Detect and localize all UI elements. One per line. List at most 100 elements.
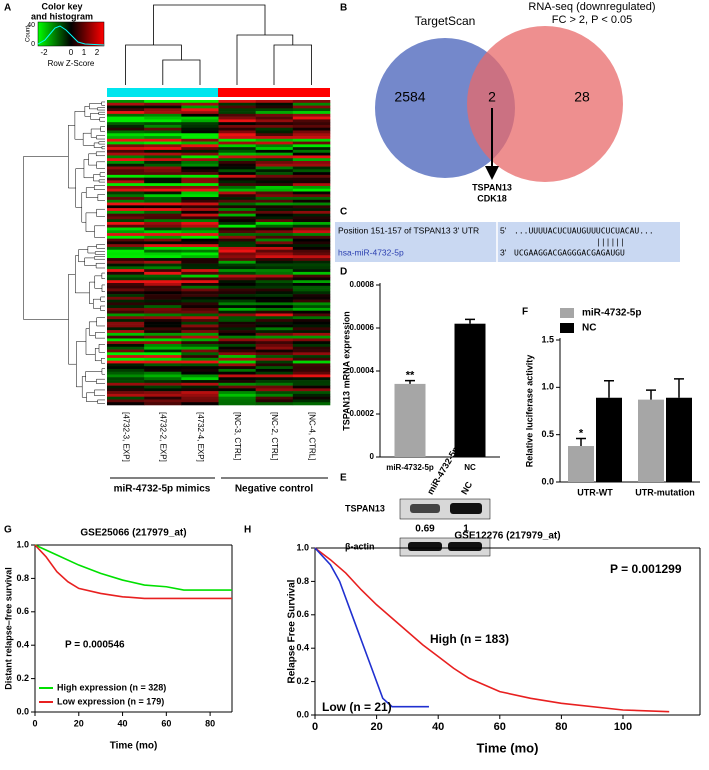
- heatmap-cell: [255, 172, 294, 176]
- column-label: [4732-2, EXP]: [159, 412, 168, 462]
- heatmap-cell: [107, 111, 145, 115]
- heatmap-cell: [292, 277, 331, 281]
- chart-title: GSE25066 (217979_at): [80, 528, 186, 539]
- heatmap-cell: [144, 163, 182, 167]
- heatmap-cell: [144, 144, 182, 148]
- heatmap-cell: [181, 341, 219, 345]
- heatmap-cell: [292, 355, 331, 359]
- heatmap-cell: [218, 188, 256, 192]
- heatmap-cell: [107, 199, 145, 203]
- heatmap-cell: [181, 216, 219, 220]
- heatmap-cell: [292, 296, 331, 300]
- heatmap-cell: [255, 252, 294, 256]
- heatmap-cell: [255, 263, 294, 267]
- heatmap-cell: [255, 305, 294, 309]
- heatmap-cell: [292, 166, 331, 170]
- heatmap-cell: [255, 108, 294, 112]
- heatmap-cell: [255, 346, 294, 350]
- heatmap-cell: [107, 163, 145, 167]
- heatmap-cell: [144, 327, 182, 331]
- dendrogram-branch: [85, 212, 97, 232]
- heatmap-cell: [218, 152, 256, 156]
- heatmap-cell: [292, 161, 331, 165]
- heatmap-cell: [218, 294, 256, 298]
- heatmap-cell: [255, 149, 294, 153]
- heatmap-cell: [144, 113, 182, 117]
- y-tick-label: 0.0002: [350, 409, 375, 418]
- heatmap-cell: [144, 127, 182, 131]
- heatmap-cell: [255, 349, 294, 353]
- heatmap-cell: [255, 227, 294, 231]
- heatmap-cell: [255, 360, 294, 364]
- heatmap-cell: [218, 349, 256, 353]
- count-tick: 40: [27, 22, 35, 29]
- error-bar: [646, 389, 656, 400]
- heatmap-cell: [292, 263, 331, 267]
- heatmap-cell: [144, 274, 182, 278]
- heatmap-cell: [218, 172, 256, 176]
- significance: *: [579, 427, 584, 439]
- band: [450, 503, 482, 514]
- heatmap-cell: [144, 222, 182, 226]
- heatmap-cell: [292, 393, 331, 397]
- heatmap-cell: [144, 130, 182, 134]
- dendrogram-branch: [82, 132, 95, 146]
- heatmap-cell: [292, 396, 331, 400]
- heatmap-cell: [218, 283, 256, 287]
- heatmap-cell: [107, 319, 145, 323]
- dendrogram-branch: [100, 305, 105, 311]
- key-tick: 2: [95, 48, 100, 57]
- heatmap-cell: [292, 344, 331, 348]
- heatmap-cell: [292, 188, 331, 192]
- heatmap-cell: [292, 266, 331, 270]
- dendrogram-branch: [96, 208, 105, 217]
- heatmap-cell: [144, 402, 182, 406]
- heatmap-cell: [292, 324, 331, 328]
- dendrogram-branch: [101, 146, 105, 150]
- heatmap-cell: [218, 274, 256, 278]
- heatmap-cell: [181, 255, 219, 259]
- heatmap-cell: [292, 102, 331, 106]
- heatmap-cell: [181, 222, 219, 226]
- heatmap-cell: [218, 341, 256, 345]
- heatmap-cell: [107, 399, 145, 403]
- x-tick-label: 0: [312, 721, 318, 733]
- heatmap-cell: [181, 291, 219, 295]
- heatmap-cell: [218, 246, 256, 251]
- heatmap-cell: [292, 183, 331, 187]
- band: [410, 504, 440, 513]
- heatmap-cell: [292, 382, 331, 386]
- dendrogram-branch: [95, 332, 105, 339]
- heatmap-cell: [255, 274, 294, 278]
- heatmap-cell: [144, 233, 182, 237]
- heatmap-cell: [144, 310, 182, 314]
- error-bar: [674, 378, 684, 398]
- heatmap-cell: [181, 374, 219, 378]
- heatmap-cell: [255, 341, 294, 345]
- heatmap-cell: [255, 258, 294, 262]
- heatmap-cell: [107, 380, 145, 384]
- heatmap-cell: [218, 277, 256, 281]
- dendrogram-branch: [98, 111, 105, 115]
- heatmap-cell: [144, 344, 182, 348]
- heatmap-cell: [292, 363, 331, 367]
- dendrogram-branch: [78, 249, 88, 263]
- heatmap-cell: [181, 144, 219, 148]
- dendrogram-branch: [87, 246, 97, 254]
- heatmap-cell: [255, 316, 294, 320]
- heatmap-cell: [255, 332, 294, 336]
- heatmap-cell: [107, 324, 145, 328]
- panel-label: A: [4, 3, 11, 14]
- heatmap-cell: [218, 105, 256, 109]
- heatmap-cell: [292, 258, 331, 262]
- heatmap-cell: [181, 280, 219, 284]
- dendrogram-branch: [97, 399, 105, 404]
- error-bar: [604, 379, 614, 398]
- heatmap-cell: [144, 368, 182, 373]
- heatmap-cell: [144, 141, 182, 145]
- dendrogram-branch: [101, 272, 105, 279]
- heatmap-cell: [255, 374, 294, 378]
- x-tick-label: 60: [161, 718, 171, 728]
- heatmap-cell: [144, 316, 182, 320]
- dendrogram-branch: [96, 244, 105, 249]
